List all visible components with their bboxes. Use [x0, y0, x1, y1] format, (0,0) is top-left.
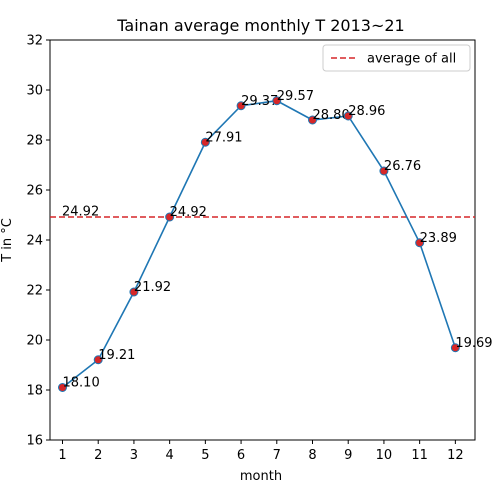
data-label: 28.96: [348, 104, 385, 119]
x-tick-label: 6: [237, 448, 245, 463]
y-tick-label: 20: [26, 334, 43, 349]
data-label: 23.89: [420, 231, 457, 246]
x-axis-label: month: [240, 469, 282, 484]
data-point: [236, 101, 246, 111]
data-label: 27.91: [205, 130, 242, 145]
data-point: [272, 96, 282, 106]
y-tick-label: 16: [26, 434, 43, 449]
y-tick-label: 18: [26, 384, 43, 399]
x-tick-label: 8: [308, 448, 316, 463]
data-point: [200, 137, 210, 147]
y-tick-label: 22: [26, 284, 43, 299]
data-point: [450, 343, 460, 353]
legend-box: [322, 44, 471, 72]
data-point: [93, 355, 103, 365]
y-tick-label: 24: [26, 234, 43, 249]
x-tick-label: 9: [344, 448, 352, 463]
y-tick-label: 30: [26, 84, 43, 99]
x-tick-label: 1: [58, 448, 66, 463]
y-tick-label: 26: [26, 184, 43, 199]
data-label: 24.92: [170, 205, 207, 220]
x-tick-label: 4: [166, 448, 174, 463]
x-tick-label: 2: [94, 448, 102, 463]
data-label: 18.10: [63, 376, 100, 391]
data-point: [343, 111, 353, 121]
x-tick-label: 12: [447, 448, 464, 463]
data-label: 26.76: [384, 159, 421, 174]
series-line: [62, 99, 457, 389]
data-point: [165, 212, 175, 222]
data-label: 28.80: [313, 108, 350, 123]
data-point: [129, 287, 139, 297]
data-point: [308, 115, 317, 125]
data-point: [379, 166, 389, 176]
data-point: [415, 238, 425, 248]
y-axis-label: T in °C: [0, 218, 15, 263]
legend-label: average of all: [367, 52, 456, 67]
data-label: 29.37: [241, 94, 278, 109]
data-point: [58, 383, 67, 392]
x-tick-label: 3: [130, 448, 138, 463]
x-tick-label: 10: [376, 448, 393, 463]
x-tick-label: 7: [273, 448, 281, 463]
average-line-label: 24.92: [62, 205, 99, 220]
data-label: 29.57: [277, 89, 314, 104]
data-label: 21.92: [134, 280, 171, 295]
chart-title: Tainan average monthly T 2013~21: [116, 16, 404, 35]
y-tick-label: 28: [26, 134, 43, 149]
x-tick-label: 11: [411, 448, 428, 463]
data-label: 19.69: [455, 336, 492, 351]
data-label: 19.21: [98, 348, 135, 363]
y-tick-label: 32: [26, 34, 43, 49]
x-tick-label: 5: [201, 448, 209, 463]
